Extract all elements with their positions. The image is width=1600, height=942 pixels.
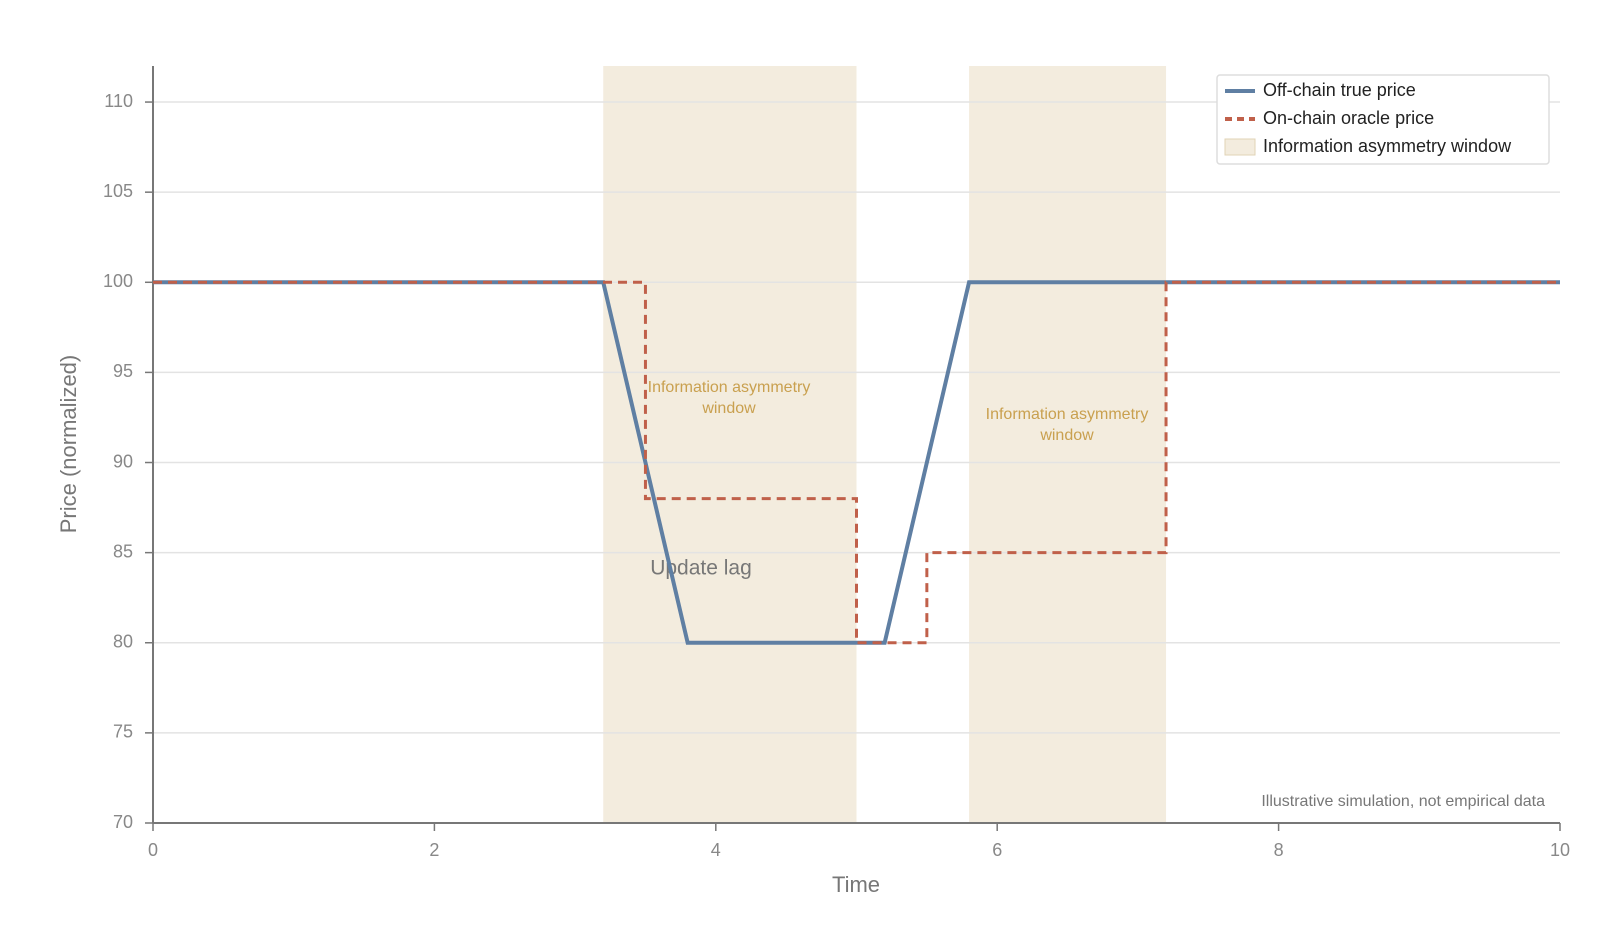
x-tick-label: 8 xyxy=(1274,840,1284,860)
y-tick-label: 80 xyxy=(113,632,133,652)
x-axis-label: Time xyxy=(832,872,880,897)
y-tick-label: 85 xyxy=(113,541,133,561)
legend-label: On-chain oracle price xyxy=(1263,108,1434,128)
y-tick-label: 90 xyxy=(113,451,133,471)
y-tick-label: 75 xyxy=(113,722,133,742)
y-tick-label: 100 xyxy=(103,271,133,291)
x-tick-label: 10 xyxy=(1550,840,1570,860)
x-tick-label: 4 xyxy=(711,840,721,860)
annotation: Information asymmetry xyxy=(648,379,811,396)
annotation: window xyxy=(1039,427,1094,444)
annotation: Information asymmetry xyxy=(986,406,1149,423)
x-tick-label: 2 xyxy=(429,840,439,860)
legend-swatch xyxy=(1224,138,1256,156)
y-tick-label: 70 xyxy=(113,812,133,832)
y-tick-label: 95 xyxy=(113,361,133,381)
y-axis-label: Price (normalized) xyxy=(56,355,81,534)
annotation: window xyxy=(701,400,756,417)
legend-label: Information asymmetry window xyxy=(1263,136,1512,156)
annotation: Update lag xyxy=(650,557,752,580)
x-tick-label: 6 xyxy=(992,840,1002,860)
y-tick-label: 110 xyxy=(104,91,133,111)
legend-box xyxy=(1216,74,1550,165)
x-tick-label: 0 xyxy=(148,840,158,860)
shaded-window xyxy=(969,66,1167,823)
footnote: Illustrative simulation, not empirical d… xyxy=(1261,793,1545,810)
y-tick-label: 105 xyxy=(103,181,133,201)
series-line xyxy=(153,280,1560,645)
legend-label: Off-chain true price xyxy=(1263,80,1416,100)
